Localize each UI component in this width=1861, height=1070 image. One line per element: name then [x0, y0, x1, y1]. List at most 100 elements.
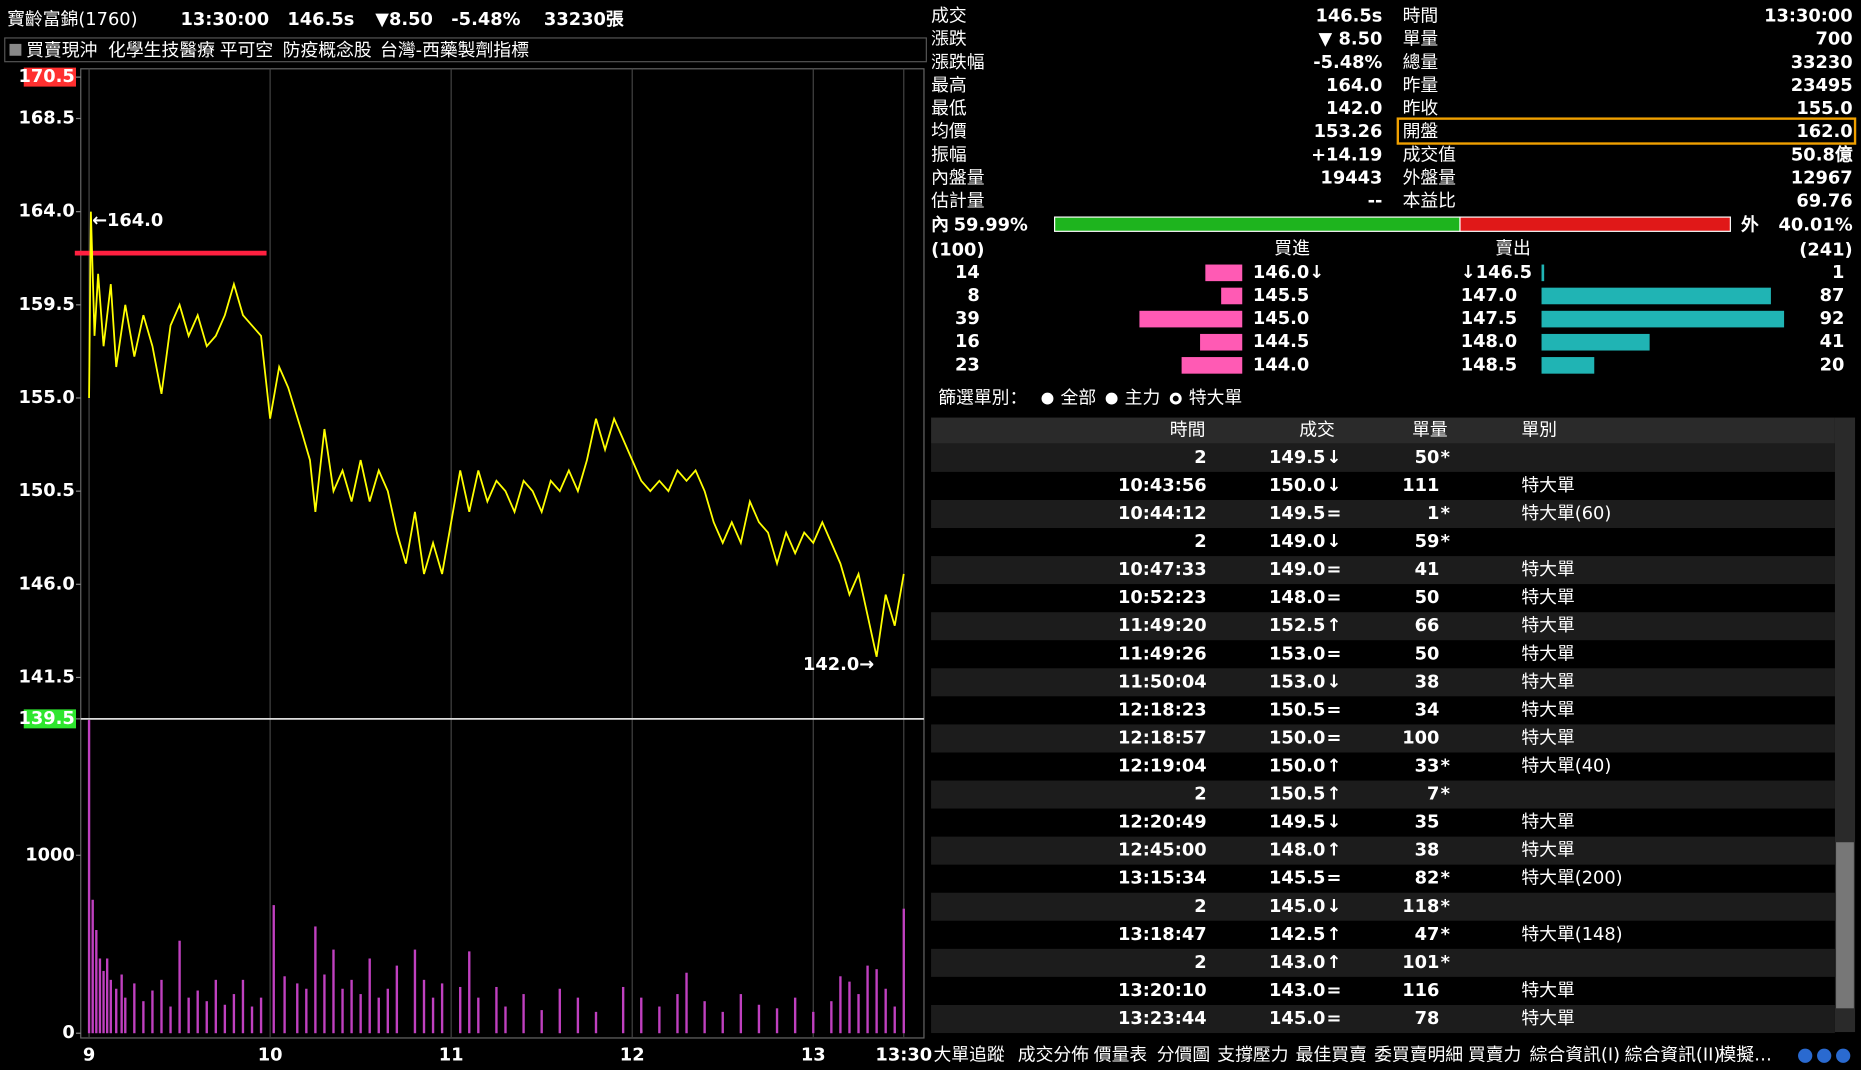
radio-label[interactable]: 全部: [1061, 388, 1097, 409]
order-type: 特大單(60): [1521, 503, 1611, 524]
tag-icon: [9, 43, 22, 56]
volume-bar: [812, 1011, 815, 1034]
quote-value: 19443: [1320, 168, 1382, 189]
tab[interactable]: 模擬…: [1718, 1045, 1771, 1066]
y-tick-label: 164.0: [18, 201, 74, 222]
ask-bar: [1541, 310, 1785, 328]
order-time: 10:44:12: [1118, 503, 1207, 524]
y-label-box: [23, 709, 77, 729]
scroll-thumb[interactable]: [1836, 842, 1854, 1009]
radio-label[interactable]: 主力: [1125, 388, 1161, 409]
bid-price: 144.0: [1253, 354, 1309, 375]
quote-value: 12967: [1791, 168, 1853, 189]
volume-bar: [721, 1011, 724, 1034]
volume-bar: [178, 940, 181, 1034]
volume-bar: [91, 899, 94, 1034]
order-price: 150.5: [1269, 699, 1325, 720]
bid-price: 145.5: [1253, 285, 1309, 306]
volume-bar: [902, 908, 905, 1034]
row-bg: [931, 1004, 1835, 1034]
ask-qty: 20: [1820, 354, 1845, 375]
order-arrow: ↓: [1327, 475, 1342, 496]
y-label-box: [23, 67, 77, 87]
volume-bar: [884, 988, 887, 1034]
quote-value: 50.8億: [1791, 143, 1853, 165]
order-qty: 41: [1415, 559, 1440, 580]
ask-bar: [1541, 264, 1545, 282]
volume-bar: [109, 979, 112, 1034]
tab[interactable]: 價量表: [1094, 1045, 1148, 1066]
tab[interactable]: 分價圖: [1157, 1045, 1210, 1066]
volume-bar: [124, 997, 127, 1034]
order-type: 特大單: [1521, 559, 1574, 580]
order-arrow: ↑: [1327, 615, 1342, 636]
tab[interactable]: 大單追蹤: [933, 1045, 1004, 1066]
volume-bar: [160, 979, 163, 1034]
tab[interactable]: 成交分佈: [1018, 1045, 1089, 1066]
volume-bar: [830, 1001, 833, 1034]
volume-bar: [793, 997, 797, 1034]
row-bg: [931, 584, 1835, 613]
order-type: 特大單: [1521, 475, 1574, 496]
radio[interactable]: [1041, 392, 1054, 405]
quote-label: 成交值: [1403, 144, 1457, 165]
y-tick-label: 170.5: [18, 66, 74, 87]
quote-label: 最高: [931, 75, 967, 96]
y-tick-label: 146.0: [18, 573, 74, 594]
row-bg: [931, 471, 1835, 501]
volume-bar: [120, 974, 123, 1034]
volume-bar: [214, 979, 217, 1034]
volume-bar: [305, 988, 308, 1034]
tab[interactable]: 最佳買賣: [1296, 1045, 1367, 1066]
volume-bar: [332, 949, 335, 1034]
quote-value: --: [1368, 191, 1383, 212]
tab[interactable]: 委買賣明細: [1374, 1045, 1463, 1066]
order-arrow: =: [1327, 727, 1342, 748]
order-time: 2: [1194, 784, 1206, 805]
order-arrow: ↑: [1327, 952, 1342, 973]
volume-bar: [775, 1008, 779, 1034]
volume-bar: [621, 986, 625, 1034]
order-type: 特大單: [1521, 615, 1574, 636]
tab[interactable]: 綜合資訊(I): [1530, 1045, 1620, 1066]
order-arrow: ↓: [1327, 447, 1342, 468]
x-tick-label: 10: [258, 1045, 283, 1066]
nav-button[interactable]: [1817, 1048, 1832, 1063]
tab[interactable]: 綜合資訊(II): [1625, 1045, 1721, 1066]
volume-bar: [377, 997, 380, 1034]
ratio-outer: [1459, 216, 1731, 232]
order-arrow: ↑: [1327, 756, 1342, 777]
volume-bar: [115, 988, 118, 1034]
volume-bar: [504, 1006, 507, 1034]
volume-bar: [98, 958, 102, 1034]
order-time: 13:18:47: [1118, 924, 1207, 945]
order-price: 148.0: [1269, 840, 1325, 861]
quote-value: +14.19: [1311, 144, 1382, 165]
order-star: *: [1441, 952, 1450, 973]
row-bg: [931, 640, 1835, 669]
tab[interactable]: 買賣力: [1468, 1045, 1521, 1066]
nav-button[interactable]: [1798, 1048, 1813, 1063]
order-arrow: =: [1327, 1008, 1342, 1029]
quote-value: 69.76: [1796, 191, 1852, 212]
ask-price: 147.0: [1461, 285, 1517, 306]
order-price: 149.5: [1269, 503, 1325, 524]
order-time: 12:18:23: [1118, 699, 1207, 720]
nav-button[interactable]: [1836, 1048, 1851, 1063]
row-bg: [931, 808, 1835, 837]
order-price: 152.5: [1269, 615, 1325, 636]
price-line: [88, 211, 905, 657]
header-time: 13:30:00: [181, 9, 270, 30]
radio-label[interactable]: 特大單: [1189, 388, 1242, 409]
order-price: 143.0: [1269, 980, 1325, 1001]
ask-bar: [1541, 357, 1595, 374]
radio-dot[interactable]: [1172, 395, 1179, 402]
order-time: 13:20:10: [1118, 980, 1207, 1001]
radio[interactable]: [1105, 392, 1118, 405]
order-arrow: =: [1327, 559, 1342, 580]
order-type: 特大單: [1521, 587, 1574, 608]
ratio-text: 59.99%: [954, 214, 1028, 235]
quote-label: 漲跌幅: [931, 52, 984, 73]
tab[interactable]: 支撐壓力: [1217, 1045, 1288, 1066]
